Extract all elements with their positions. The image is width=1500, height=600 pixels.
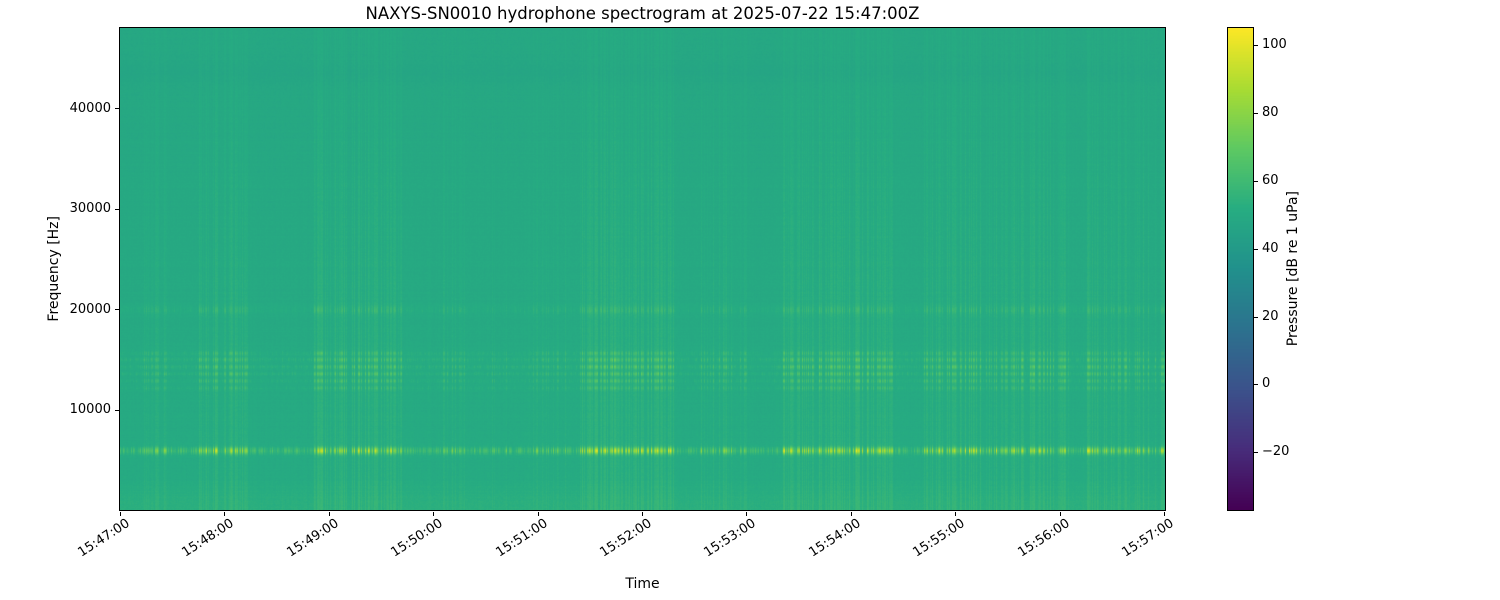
x-tick-mark bbox=[120, 512, 121, 516]
x-tick-mark bbox=[538, 512, 539, 516]
colorbar-tick-mark bbox=[1254, 452, 1258, 453]
x-tick-text: 15:47:00 bbox=[75, 516, 133, 561]
colorbar-tick-label: 80 bbox=[1262, 105, 1279, 120]
y-tick-mark bbox=[115, 209, 119, 210]
colorbar-tick-mark bbox=[1254, 181, 1258, 182]
plot-area bbox=[119, 27, 1166, 511]
colorbar-tick-label: 60 bbox=[1262, 173, 1279, 188]
colorbar-tick-label: 0 bbox=[1262, 376, 1271, 391]
x-tick-mark bbox=[329, 512, 330, 516]
x-tick-text: 15:53:00 bbox=[701, 516, 759, 561]
y-tick-mark bbox=[115, 309, 119, 310]
x-tick-mark bbox=[1060, 512, 1061, 516]
x-tick-text: 15:55:00 bbox=[910, 516, 968, 561]
x-tick-mark bbox=[224, 512, 225, 516]
colorbar-tick-label: 100 bbox=[1262, 37, 1287, 52]
x-tick-text: 15:51:00 bbox=[493, 516, 551, 561]
x-tick-mark bbox=[1164, 512, 1165, 516]
colorbar-gradient bbox=[1228, 28, 1253, 510]
x-tick-mark bbox=[955, 512, 956, 516]
x-tick-mark bbox=[746, 512, 747, 516]
x-tick-text: 15:52:00 bbox=[597, 516, 655, 561]
colorbar-tick-mark bbox=[1254, 384, 1258, 385]
colorbar-tick-label: −20 bbox=[1262, 444, 1290, 459]
y-tick-mark bbox=[115, 108, 119, 109]
x-tick-text: 15:54:00 bbox=[806, 516, 864, 561]
colorbar-label-text: Pressure [dB re 1 uPa] bbox=[1285, 191, 1301, 347]
x-tick-text: 15:56:00 bbox=[1015, 516, 1073, 561]
colorbar-tick-mark bbox=[1254, 317, 1258, 318]
colorbar-tick-mark bbox=[1254, 249, 1258, 250]
x-tick-text: 15:50:00 bbox=[388, 516, 446, 561]
x-tick-mark bbox=[433, 512, 434, 516]
x-tick-mark bbox=[642, 512, 643, 516]
y-tick-label: 10000 bbox=[69, 402, 111, 417]
x-tick-text: 15:57:00 bbox=[1119, 516, 1177, 561]
x-tick-mark bbox=[851, 512, 852, 516]
colorbar-tick-mark bbox=[1254, 45, 1258, 46]
y-tick-label: 20000 bbox=[69, 302, 111, 317]
x-tick-text: 15:48:00 bbox=[179, 516, 237, 561]
spectrogram-heatmap bbox=[120, 28, 1165, 510]
colorbar-tick-mark bbox=[1254, 113, 1258, 114]
x-axis-label: Time bbox=[625, 576, 660, 592]
x-tick-text: 15:49:00 bbox=[284, 516, 342, 561]
colorbar-tick-label: 40 bbox=[1262, 241, 1279, 256]
colorbar-label: Pressure [dB re 1 uPa] bbox=[1285, 28, 1301, 510]
colorbar bbox=[1227, 27, 1254, 511]
y-tick-label: 40000 bbox=[69, 101, 111, 116]
y-tick-mark bbox=[115, 410, 119, 411]
colorbar-tick-label: 20 bbox=[1262, 309, 1279, 324]
y-tick-label: 30000 bbox=[69, 201, 111, 216]
chart-title: NAXYS-SN0010 hydrophone spectrogram at 2… bbox=[365, 4, 920, 23]
